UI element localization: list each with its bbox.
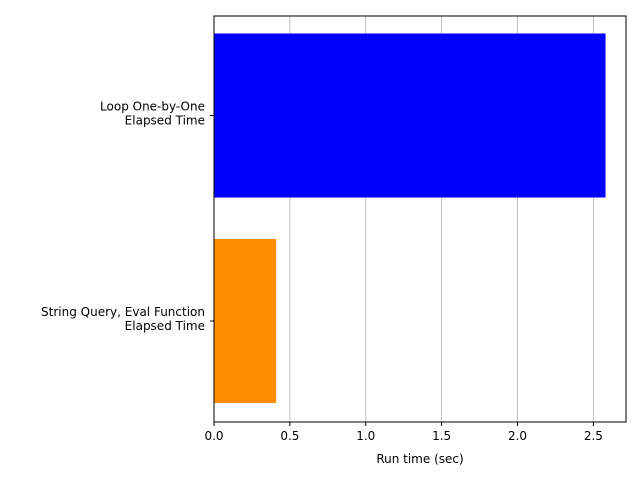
x-tick-label: 0.0 (204, 429, 223, 443)
x-axis-ticks: 0.0 0.5 1.0 1.5 2.0 2.5 (204, 422, 603, 443)
x-tick-label: 2.5 (584, 429, 603, 443)
x-tick-label: 1.5 (432, 429, 451, 443)
bar (214, 33, 606, 198)
x-tick-label: 0.5 (280, 429, 299, 443)
bar (214, 239, 277, 403)
y-tick-label: String Query, Eval Function Elapsed Time (41, 305, 205, 333)
plot-frame (213, 15, 627, 423)
x-tick-label: 2.0 (508, 429, 527, 443)
x-tick-label: 1.0 (356, 429, 375, 443)
y-tick-label: Loop One-by-One Elapsed Time (100, 100, 205, 128)
x-axis-label: Run time (sec) (376, 452, 463, 466)
y-axis-ticks: Loop One-by-One Elapsed Time String Query,… (41, 100, 214, 333)
bars (214, 33, 606, 403)
